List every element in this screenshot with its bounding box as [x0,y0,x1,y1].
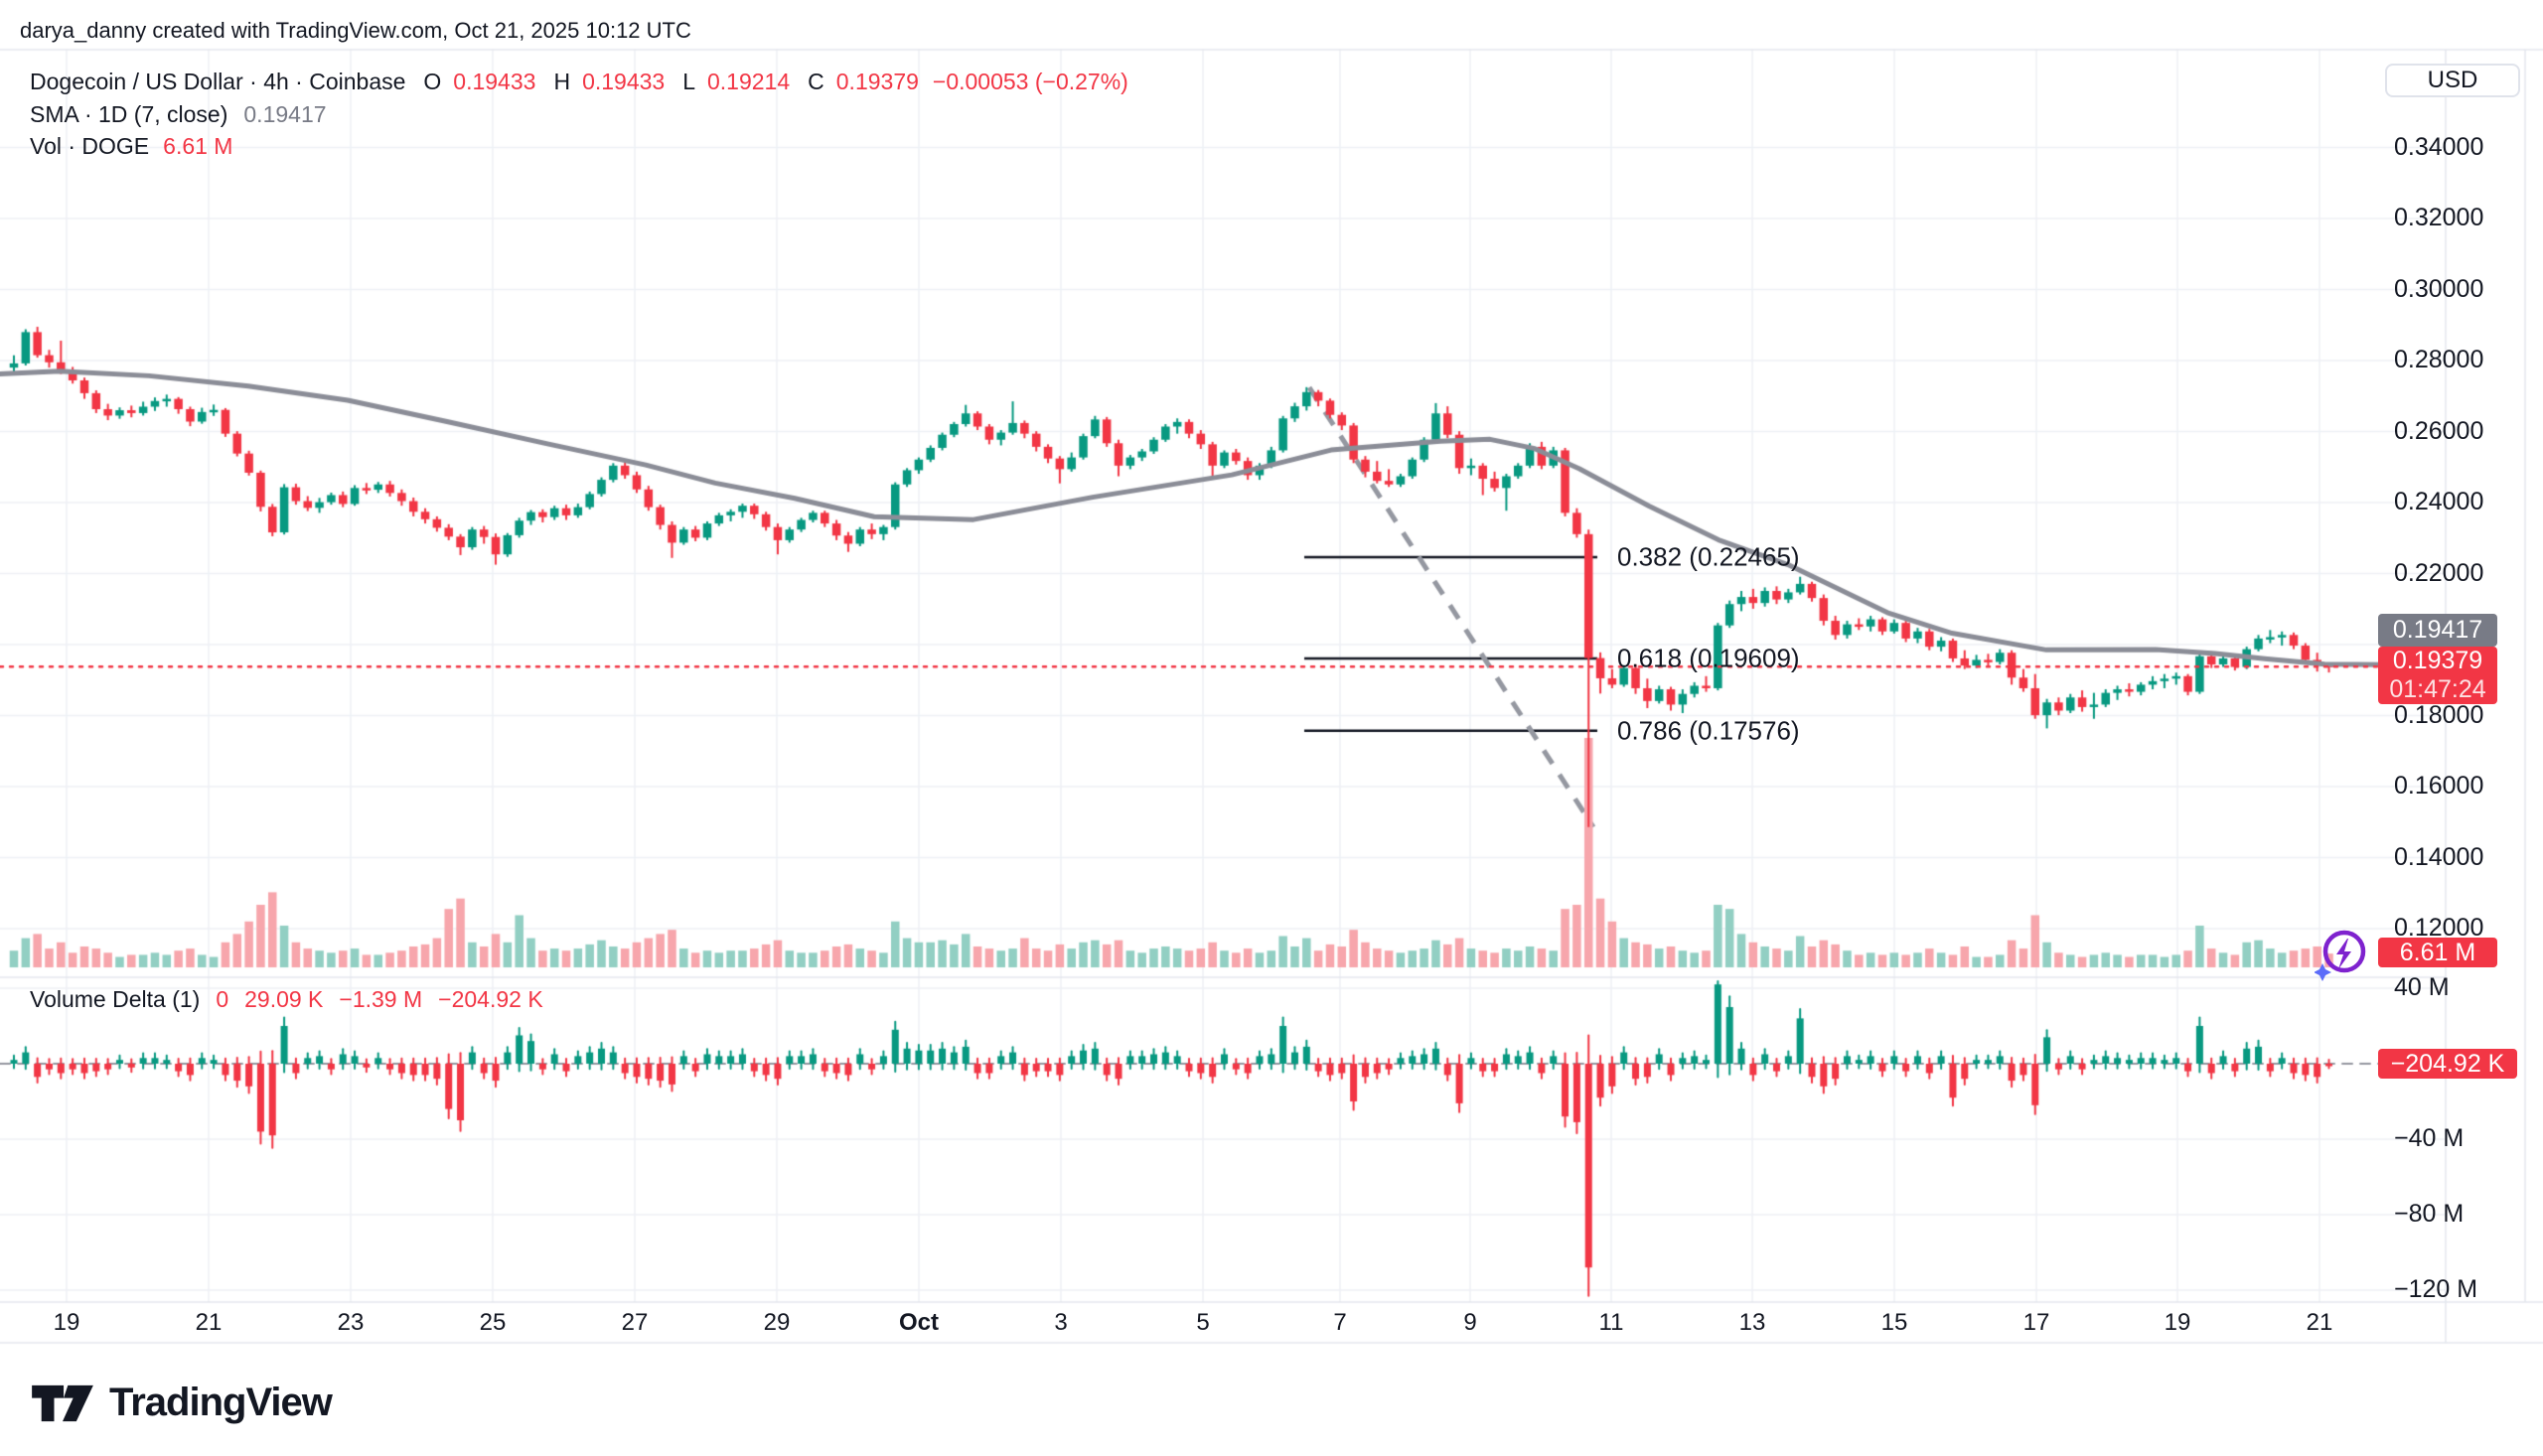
symbol-legend-row[interactable]: Dogecoin / US Dollar · 4h · Coinbase O 0.1… [30,69,1128,95]
date-axis-label: 7 [1333,1309,1347,1336]
date-axis-label: 13 [1738,1309,1766,1336]
date-axis-label: 29 [763,1309,791,1336]
fib-level-618-label[interactable]: 0.618 (0.19609) [1617,643,1800,673]
attribution-text: darya_danny created with TradingView.com… [20,18,691,43]
date-axis-label: 21 [2306,1309,2333,1336]
date-axis-label: 25 [479,1309,507,1336]
price-axis-label: 0.32000 [2394,204,2484,231]
symbol-title[interactable]: Dogecoin / US Dollar · 4h · Coinbase [30,69,406,94]
last-price-value: 0.19379 [2392,647,2483,675]
volume-badge: 6.61 M [2378,938,2497,967]
price-axis-label: 0.30000 [2394,274,2484,303]
tradingview-logo-text: TradingView [109,1381,333,1424]
last-price-badge: 0.19379 01:47:24 [2378,647,2497,705]
delta-axis-label: 40 M [2394,973,2450,1001]
date-axis-label: 3 [1054,1309,1068,1336]
date-axis-label: 17 [2022,1309,2050,1336]
delta-axis-label: −120 M [2394,1275,2478,1303]
delta-badge: −204.92 K [2378,1049,2517,1079]
price-axis-label: 0.16000 [2394,772,2484,800]
sma-legend-row[interactable]: SMA · 1D (7, close) 0.19417 [30,101,327,127]
bar-countdown: 01:47:24 [2389,675,2486,704]
fib-level-382-label[interactable]: 0.382 (0.22465) [1617,541,1800,572]
price-axis-label: 0.28000 [2394,346,2484,373]
date-axis-label: 11 [1598,1309,1624,1336]
lightning-boost-icon[interactable] [2315,926,2372,983]
date-axis-label: 21 [195,1309,223,1336]
fib-level-786-label[interactable]: 0.786 (0.17576) [1617,715,1800,746]
date-axis-label: 15 [1880,1309,1908,1336]
circle-outline [2322,930,2366,973]
sparkle-shape [2315,963,2331,981]
sma-value: 0.19417 [243,101,327,127]
date-axis-label: 5 [1196,1309,1210,1336]
volume-delta-legend-row[interactable]: Volume Delta (1) 0 29.09 K −1.39 M −204.92 K [30,986,543,1012]
price-axis-label: 0.26000 [2394,416,2484,445]
currency-unit-button[interactable]: USD [2385,64,2520,97]
tradingview-logo[interactable]: TradingView [30,1381,333,1425]
date-axis-label: 19 [2164,1309,2191,1336]
date-axis-label: 9 [1463,1309,1477,1336]
date-axis-label: 27 [621,1309,649,1336]
date-axis-label: Oct [898,1309,940,1336]
ohlc-values: O 0.19433 H 0.19433 L 0.19214 C 0.19379 −0.00053… [423,69,1128,94]
price-axis-label: 0.18000 [2394,700,2484,729]
change-value: −0.00053 (−0.27%) [932,69,1128,94]
price-axis-label: 0.12000 [2394,914,2484,942]
volume-value: 6.61 M [163,133,233,159]
sma-price-badge: 0.19417 [2378,614,2497,648]
delta-axis-label: −40 M [2394,1124,2465,1152]
delta-axis-label: −80 M [2394,1200,2465,1228]
price-axis-label: 0.22000 [2394,558,2484,587]
tradingview-logo-mark [32,1384,93,1421]
price-axis-label: 0.14000 [2394,842,2484,871]
date-axis-label: 19 [53,1309,80,1336]
volume-legend-row[interactable]: Vol · DOGE 6.61 M [30,133,233,159]
price-axis-label: 0.24000 [2394,488,2484,515]
date-axis-label: 23 [337,1309,365,1336]
price-axis-label: 0.34000 [2394,132,2484,161]
lightning-bolt [2336,939,2351,969]
